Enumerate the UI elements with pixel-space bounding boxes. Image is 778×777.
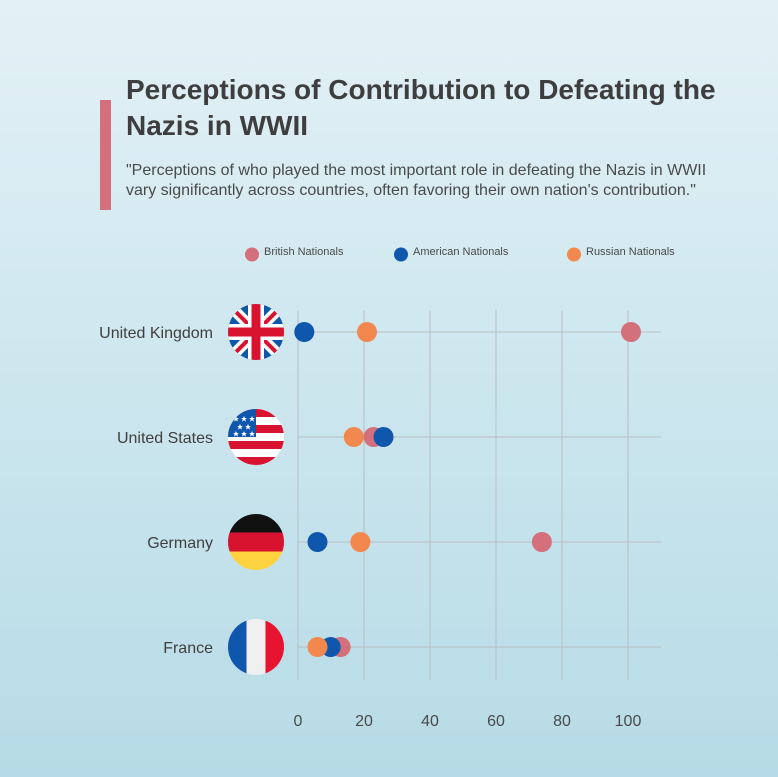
point-british-nationals-germany bbox=[531, 532, 552, 552]
point-russian-nationals-germany bbox=[350, 532, 371, 552]
x-tick-label-20: 20 bbox=[355, 713, 373, 730]
flag-icons bbox=[228, 304, 284, 675]
germany-flag-icon bbox=[228, 514, 284, 570]
point-russian-nationals-france bbox=[307, 637, 328, 657]
category-label-germany: Germany bbox=[147, 535, 213, 552]
grid-layer bbox=[297, 310, 661, 680]
point-american-nationals-united-states bbox=[373, 427, 394, 447]
title-accent-bar bbox=[100, 100, 111, 210]
chart-subtitle: "Perceptions of who played the most impo… bbox=[126, 162, 707, 199]
point-russian-nationals-united-states bbox=[343, 427, 364, 447]
legend-marker-british-nationals bbox=[245, 247, 259, 262]
france-flag-icon bbox=[228, 619, 284, 675]
legend: British Nationals American Nationals Russi… bbox=[245, 246, 675, 262]
x-tick-label-80: 80 bbox=[553, 713, 571, 730]
legend-marker-american-nationals bbox=[394, 247, 408, 262]
x-tick-label-0: 0 bbox=[294, 713, 303, 730]
category-label-united-kingdom: United Kingdom bbox=[99, 325, 213, 342]
point-russian-nationals-united-kingdom bbox=[357, 322, 377, 342]
x-axis-ticks: 0 20 40 60 80 100 bbox=[294, 713, 642, 730]
category-labels: United Kingdom United States Germany France bbox=[99, 325, 213, 657]
point-british-nationals-united-kingdom bbox=[621, 322, 641, 342]
x-tick-label-60: 60 bbox=[487, 713, 505, 730]
category-label-united-states: United States bbox=[117, 430, 213, 447]
point-american-nationals-united-kingdom bbox=[294, 322, 315, 342]
data-points bbox=[294, 322, 641, 657]
uk-flag-icon bbox=[228, 304, 284, 360]
legend-label-american-nationals: American Nationals bbox=[413, 246, 509, 258]
us-flag-icon bbox=[228, 409, 284, 465]
legend-marker-russian-nationals bbox=[567, 247, 581, 262]
legend-label-british-nationals: British Nationals bbox=[264, 246, 344, 258]
x-tick-label-100: 100 bbox=[615, 713, 642, 730]
category-label-france: France bbox=[163, 640, 213, 657]
legend-label-russian-nationals: Russian Nationals bbox=[586, 246, 675, 258]
point-american-nationals-germany bbox=[307, 532, 328, 552]
x-tick-label-40: 40 bbox=[421, 713, 439, 730]
chart-title: Perceptions of Contribution to Defeating… bbox=[126, 74, 716, 141]
